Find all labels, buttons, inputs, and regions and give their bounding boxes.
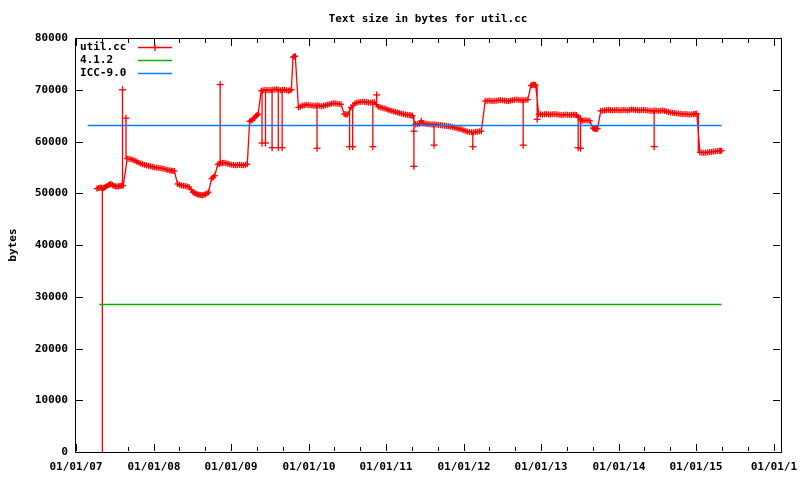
x-tick-label: 01/01/12 xyxy=(437,460,491,473)
x-tick-label: 01/01/13 xyxy=(514,460,568,473)
x-tick-label: 01/01/11 xyxy=(359,460,413,473)
y-tick-label: 0 xyxy=(61,445,68,458)
legend-label-412: 4.1.2 xyxy=(80,53,114,66)
x-tick-label: 01/01/10 xyxy=(282,460,336,473)
x-tick-label: 01/01/15 xyxy=(669,460,723,473)
x-tick-label: 01/01/08 xyxy=(127,460,181,473)
y-tick-label: 80000 xyxy=(34,31,68,44)
chart-title: Text size in bytes for util.cc xyxy=(328,12,528,25)
y-tick-label: 70000 xyxy=(34,83,68,96)
legend-label-utilcc: util.cc xyxy=(80,40,127,53)
y-tick-label: 40000 xyxy=(34,238,68,251)
y-tick-label: 10000 xyxy=(34,393,68,406)
y-tick-label: 50000 xyxy=(34,186,68,199)
x-tick-label: 01/01/14 xyxy=(592,460,646,473)
y-tick-label: 20000 xyxy=(34,342,68,355)
y-tick-label: 30000 xyxy=(34,290,68,303)
x-tick-label: 01/01/1 xyxy=(750,460,798,473)
x-tick-label: 01/01/07 xyxy=(49,460,103,473)
y-tick-label: 60000 xyxy=(34,135,68,148)
legend-label-icc90: ICC-9.0 xyxy=(80,66,127,79)
x-tick-label: 01/01/09 xyxy=(204,460,258,473)
plot-border xyxy=(75,38,782,453)
